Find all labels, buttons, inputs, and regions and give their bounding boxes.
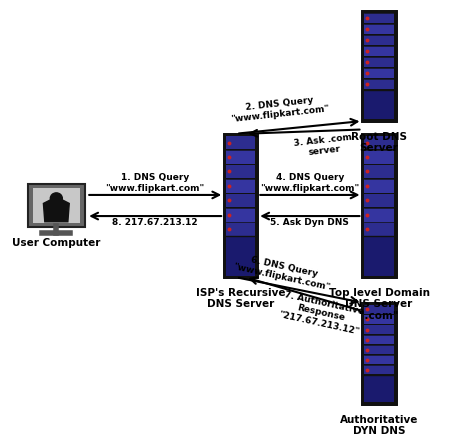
Bar	[224, 134, 257, 277]
FancyBboxPatch shape	[363, 134, 396, 277]
FancyBboxPatch shape	[28, 184, 85, 227]
Text: 4. DNS Query
"www.flipkart.com": 4. DNS Query "www.flipkart.com"	[260, 173, 359, 193]
Bar	[365, 236, 394, 276]
Bar	[365, 194, 394, 207]
Bar	[226, 164, 255, 178]
Bar	[363, 11, 396, 121]
Bar	[226, 208, 255, 221]
Bar	[365, 335, 394, 344]
Bar	[226, 136, 255, 149]
Bar	[363, 303, 396, 404]
Text: ISP's Recursive
DNS Server: ISP's Recursive DNS Server	[196, 288, 285, 310]
Text: 1. DNS Query
"www.flipkart.com": 1. DNS Query "www.flipkart.com"	[106, 173, 205, 193]
Bar	[365, 136, 394, 149]
Bar	[365, 355, 394, 364]
Text: 7. Authoritative
Response
"217.67.213.12": 7. Authoritative Response "217.67.213.12…	[278, 290, 365, 336]
Bar	[365, 179, 394, 193]
Bar	[365, 305, 394, 314]
Bar	[365, 24, 394, 34]
Bar	[365, 35, 394, 45]
Bar	[365, 325, 394, 334]
Bar	[33, 188, 80, 223]
FancyBboxPatch shape	[363, 303, 396, 404]
Bar	[365, 46, 394, 56]
Text: 5. Ask Dyn DNS: 5. Ask Dyn DNS	[271, 218, 349, 227]
Bar	[365, 315, 394, 324]
Bar	[365, 57, 394, 67]
Polygon shape	[44, 198, 69, 222]
Bar	[365, 208, 394, 221]
FancyBboxPatch shape	[363, 11, 396, 121]
Text: 3. Ask .com
server: 3. Ask .com server	[293, 133, 354, 158]
Bar	[365, 365, 394, 374]
Bar	[363, 134, 396, 277]
Bar	[365, 79, 394, 89]
Bar	[365, 375, 394, 402]
Text: User Computer: User Computer	[12, 238, 100, 248]
FancyBboxPatch shape	[224, 134, 257, 277]
Bar	[365, 150, 394, 164]
Bar	[226, 222, 255, 236]
Bar	[365, 164, 394, 178]
Text: 8. 217.67.213.12: 8. 217.67.213.12	[112, 218, 198, 227]
Bar	[226, 236, 255, 276]
Bar	[226, 194, 255, 207]
Bar	[365, 345, 394, 354]
Bar	[365, 68, 394, 78]
Text: Top level Domain
DNS Server
".com": Top level Domain DNS Server ".com"	[328, 288, 429, 321]
Bar	[365, 13, 394, 23]
Circle shape	[50, 193, 62, 204]
Text: Authoritative
DYN DNS: Authoritative DYN DNS	[340, 415, 418, 436]
Text: Root DNS
Server: Root DNS Server	[351, 131, 407, 153]
Bar	[226, 150, 255, 164]
Text: 2. DNS Query
"www.flipkart.com": 2. DNS Query "www.flipkart.com"	[229, 94, 330, 124]
Bar	[226, 179, 255, 193]
Text: 6. DNS Query
"www.flipkart.com": 6. DNS Query "www.flipkart.com"	[232, 252, 333, 292]
Bar	[365, 90, 394, 120]
Bar	[365, 222, 394, 236]
